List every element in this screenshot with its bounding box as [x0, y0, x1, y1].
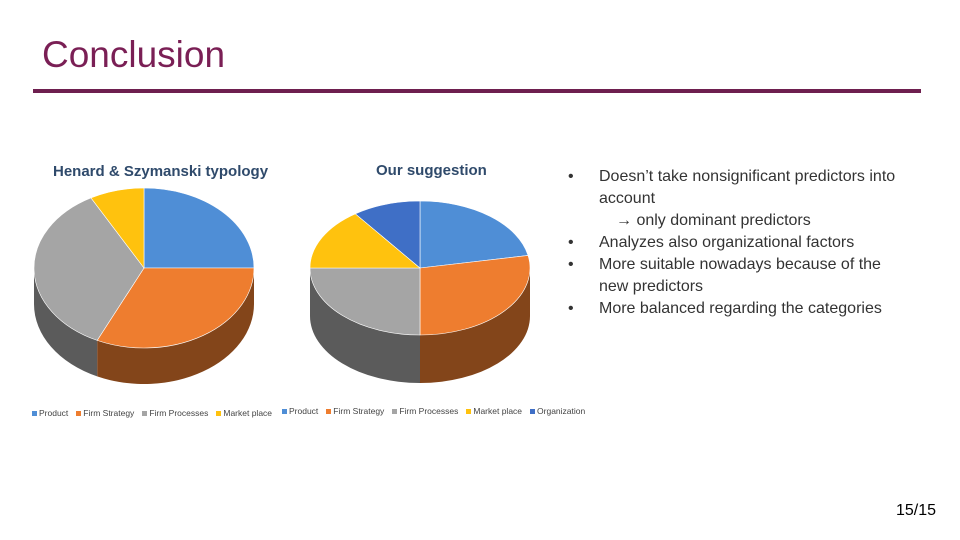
legend-swatch — [76, 410, 82, 416]
pie-side-firm-processes — [310, 268, 420, 383]
legend-entry: Firm Processes — [142, 408, 208, 418]
legend-entry: Market place — [466, 406, 522, 416]
bullet-item: More suitable nowadays because of the ne… — [568, 254, 908, 298]
bullet-list: Doesn’t take nonsignificant predictors i… — [568, 166, 908, 320]
pie-slice-product — [419, 200, 529, 269]
legend-entry: Firm Processes — [392, 406, 458, 416]
chart-title-suggestion: Our suggestion — [376, 162, 487, 179]
pie-slice-firm-processes — [309, 267, 421, 336]
legend-henard: Product Firm Strategy Firm Processes Market… — [32, 408, 280, 418]
bullet-item: Analyzes also organizational factors — [568, 232, 908, 254]
pie-slice-organization — [354, 200, 421, 269]
legend-swatch — [32, 410, 37, 416]
legend-swatch — [466, 408, 472, 414]
legend-suggestion: Product Firm Strategy Firm Processes Market… — [282, 406, 593, 416]
pie-side-firm-strategy — [420, 268, 530, 383]
page-number: 15/15 — [895, 502, 936, 519]
legend-swatch — [142, 410, 148, 416]
pie-slice-firm-processes — [33, 197, 145, 341]
pie-side-firm-strategy — [97, 268, 254, 385]
legend-label: Market place — [473, 406, 523, 416]
legend-entry: Organization — [530, 406, 585, 416]
bullet-item: More balanced regarding the categories — [568, 298, 908, 320]
pie-chart-0 — [33, 187, 255, 385]
legend-swatch — [326, 408, 332, 414]
pie-slice-market-place — [309, 213, 421, 269]
legend-entry: Product — [282, 406, 318, 416]
pie-chart-1 — [309, 200, 531, 383]
pie-side-firm-processes — [33, 268, 98, 377]
legend-entry: Firm Strategy — [76, 408, 134, 418]
pie-slice-firm-strategy — [419, 255, 531, 336]
legend-entry: Market place — [216, 408, 272, 418]
title-divider — [33, 89, 921, 93]
legend-label: Product — [289, 406, 319, 416]
legend-swatch — [282, 408, 287, 414]
pie-slice-market-place — [90, 187, 145, 269]
legend-label: Firm Processes — [149, 408, 209, 418]
chart-title-henard: Henard & Szymanski typology — [53, 163, 269, 180]
legend-label: Firm Processes — [399, 406, 459, 416]
legend-label: Organization — [537, 406, 586, 416]
legend-label: Product — [39, 408, 69, 418]
legend-entry: Firm Strategy — [326, 406, 384, 416]
legend-swatch — [530, 408, 536, 414]
legend-label: Firm Strategy — [333, 406, 385, 416]
pie-slice-firm-strategy — [96, 267, 255, 349]
legend-label: Firm Strategy — [83, 408, 135, 418]
legend-swatch — [216, 410, 222, 416]
legend-swatch — [392, 408, 398, 414]
legend-label: Market place — [223, 408, 273, 418]
legend-entry: Product — [32, 408, 68, 418]
slide-title: Conclusion — [42, 34, 226, 75]
bullet-item: Doesn’t take nonsignificant predictors i… — [568, 166, 908, 210]
bullet-subitem: → only dominant predictors — [616, 212, 811, 229]
pie-slice-product — [143, 187, 255, 269]
